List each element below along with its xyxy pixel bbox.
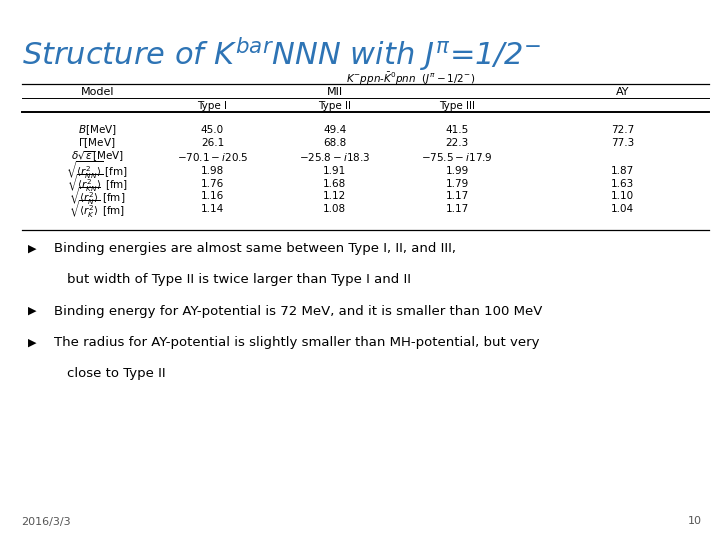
Text: Model: Model [81, 87, 114, 97]
Text: $\delta\sqrt{\varepsilon}$[MeV]: $\delta\sqrt{\varepsilon}$[MeV] [71, 150, 124, 164]
Text: $\sqrt{\langle r^2_K\rangle}$ [fm]: $\sqrt{\langle r^2_K\rangle}$ [fm] [69, 198, 125, 220]
Text: MII: MII [327, 87, 343, 97]
Text: 1.91: 1.91 [323, 166, 346, 176]
Text: $\sqrt{\langle r^2_N\rangle}$ [fm]: $\sqrt{\langle r^2_N\rangle}$ [fm] [69, 185, 125, 207]
Text: 41.5: 41.5 [446, 125, 469, 134]
Text: $-70.1 - i20.5$: $-70.1 - i20.5$ [176, 151, 248, 163]
Text: Binding energies are almost same between Type I, II, and III,: Binding energies are almost same between… [54, 242, 456, 255]
Text: $\sqrt{\langle r^2_{NN}\rangle}$ [fm]: $\sqrt{\langle r^2_{NN}\rangle}$ [fm] [66, 160, 128, 181]
Text: 10: 10 [688, 516, 702, 526]
Text: $K^{-}ppn$-$\bar{K}^{0}pnn$  ($J^{\pi} - 1/2^{-}$): $K^{-}ppn$-$\bar{K}^{0}pnn$ ($J^{\pi} - … [346, 71, 475, 87]
Text: 2016/3/3: 2016/3/3 [22, 516, 71, 526]
Text: 1.63: 1.63 [611, 179, 634, 188]
Text: $\Gamma$[MeV]: $\Gamma$[MeV] [78, 136, 116, 150]
Text: AY: AY [616, 87, 629, 97]
Text: 1.14: 1.14 [201, 204, 224, 214]
Text: 26.1: 26.1 [201, 138, 224, 148]
Text: close to Type II: close to Type II [67, 367, 166, 380]
Text: 72.7: 72.7 [611, 125, 634, 134]
Text: ▶: ▶ [28, 306, 37, 316]
Text: 68.8: 68.8 [323, 138, 346, 148]
Text: 77.3: 77.3 [611, 138, 634, 148]
Text: Binding energy for AY-potential is 72 MeV, and it is smaller than 100 MeV: Binding energy for AY-potential is 72 Me… [54, 305, 542, 318]
Text: ▶: ▶ [28, 338, 37, 347]
Text: Type I: Type I [197, 101, 228, 111]
Text: 1.10: 1.10 [611, 191, 634, 201]
Text: 1.04: 1.04 [611, 204, 634, 214]
Text: 1.98: 1.98 [201, 166, 224, 176]
Text: $-25.8 - i18.3$: $-25.8 - i18.3$ [299, 151, 371, 163]
Text: $B$[MeV]: $B$[MeV] [78, 123, 117, 137]
Text: 1.08: 1.08 [323, 204, 346, 214]
Text: 1.79: 1.79 [446, 179, 469, 188]
Text: 45.0: 45.0 [201, 125, 224, 134]
Text: $-75.5 - i17.9$: $-75.5 - i17.9$ [421, 151, 493, 163]
Text: but width of Type II is twice larger than Type I and II: but width of Type II is twice larger tha… [67, 273, 411, 286]
Text: $\sqrt{\langle r^2_{KN}\rangle}$ [fm]: $\sqrt{\langle r^2_{KN}\rangle}$ [fm] [67, 173, 127, 194]
Text: The radius for AY-potential is slightly smaller than MH-potential, but very: The radius for AY-potential is slightly … [54, 336, 539, 349]
Text: 1.99: 1.99 [446, 166, 469, 176]
Text: 1.17: 1.17 [446, 191, 469, 201]
Text: 22.3: 22.3 [446, 138, 469, 148]
Text: 1.16: 1.16 [201, 191, 224, 201]
Text: 49.4: 49.4 [323, 125, 346, 134]
Text: 1.87: 1.87 [611, 166, 634, 176]
Text: 1.12: 1.12 [323, 191, 346, 201]
Text: ▶: ▶ [28, 244, 37, 253]
Text: 1.68: 1.68 [323, 179, 346, 188]
Text: 1.76: 1.76 [201, 179, 224, 188]
Text: Type II: Type II [318, 101, 351, 111]
Text: 1.17: 1.17 [446, 204, 469, 214]
Text: Type III: Type III [439, 101, 475, 111]
Text: Structure of $K^{bar}$NNN with $J^{\pi}$=1/2$^{-}$: Structure of $K^{bar}$NNN with $J^{\pi}$… [22, 35, 540, 73]
